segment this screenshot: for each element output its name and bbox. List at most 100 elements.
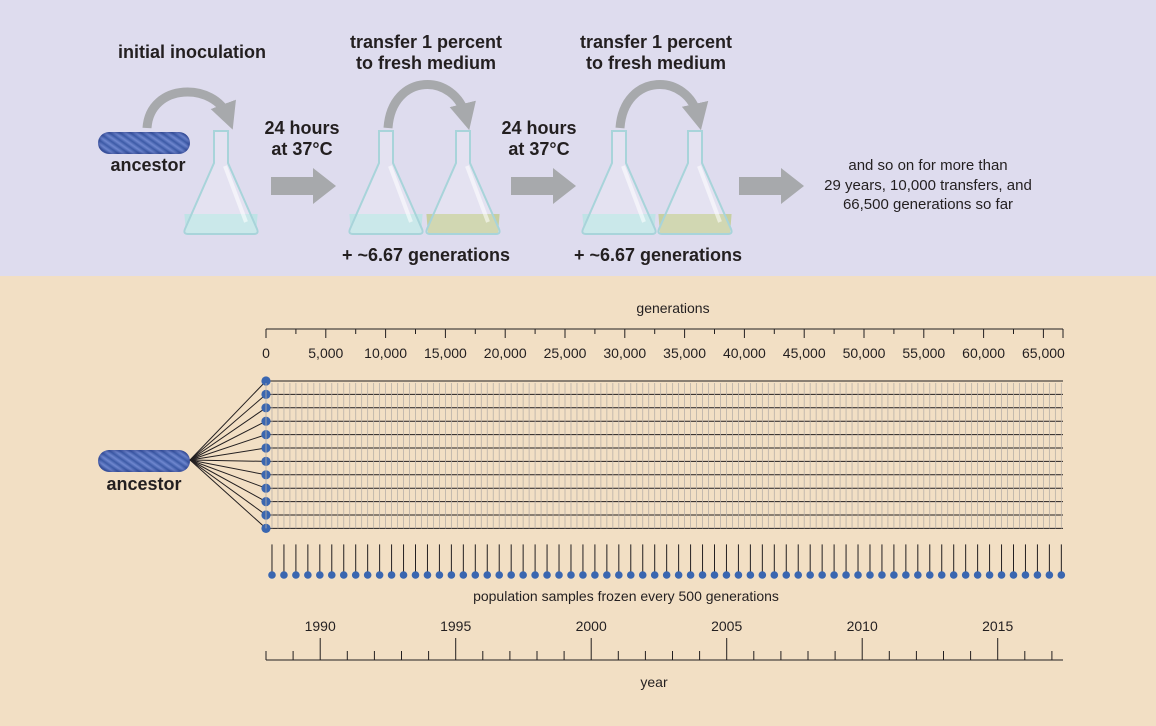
flask-3 (425, 130, 501, 235)
frozen-sample-dot (471, 571, 480, 579)
generation-tick-label: 65,000 (1022, 345, 1065, 361)
frozen-sample-dot (830, 571, 838, 579)
generation-tick-label: 55,000 (902, 345, 945, 361)
frozen-sample-dot (591, 571, 599, 579)
population-start-dot (261, 376, 271, 386)
frozen-sample-dot (316, 571, 324, 579)
frozen-sample-dot (292, 571, 300, 579)
frozen-sample-dot (1021, 571, 1030, 579)
frozen-sample-dot (327, 571, 336, 579)
samples-caption: population samples frozen every 500 gene… (473, 588, 779, 604)
generation-tick-label: 5,000 (308, 345, 343, 361)
timeline-panel (0, 276, 1156, 726)
year-tick-label: 2015 (982, 618, 1013, 634)
frozen-sample-dot (925, 571, 934, 579)
frozen-sample-dot (363, 571, 372, 579)
frozen-sample-dot (890, 571, 898, 579)
transfer-label-2-line2: to fresh medium (585, 53, 727, 73)
frozen-sample-dot (615, 571, 623, 579)
frozen-sample-dot (686, 571, 695, 579)
year-tick-label: 1990 (305, 618, 336, 634)
ancestor-branch-line (189, 420, 267, 461)
generation-tick-label: 50,000 (843, 345, 886, 361)
year-tick-label: 2005 (711, 618, 742, 634)
frozen-sample-dot (818, 571, 826, 579)
block-arrow-3 (739, 168, 804, 204)
ancestor-bacterium-image-timeline (98, 450, 190, 472)
population-lines (189, 376, 1063, 534)
transfer-label-1-line2: to fresh medium (355, 53, 497, 73)
frozen-sample-dot (519, 571, 527, 579)
year-axis-title: year (640, 674, 668, 690)
frozen-sample-dot (674, 571, 683, 579)
frozen-sample-dot (973, 571, 982, 579)
year-tick-label: 2010 (847, 618, 878, 634)
frozen-sample-dot (447, 571, 456, 579)
frozen-sample-dot (985, 571, 994, 579)
curved-arrow-inoculation (142, 87, 236, 130)
generation-tick-label: 60,000 (962, 345, 1005, 361)
frozen-sample-dot (937, 571, 946, 579)
frozen-sample-dot (698, 571, 707, 579)
frozen-sample-dot (351, 571, 360, 579)
ancestor-branch-line (189, 459, 267, 516)
transfer-label-1-line1: transfer 1 percent (349, 32, 503, 52)
generations-axis: 0 5,000 10,000 15,000 20,000 25,000 30,000 35,0… (262, 328, 1065, 361)
summary-line-3: 66,500 generations so far (842, 196, 1014, 213)
generations-gain-label-2: + ~6.67 generations (573, 245, 743, 265)
summary-line-1: and so on for more than (848, 157, 1008, 174)
frozen-sample-dot (435, 571, 444, 579)
frozen-sample-dot (842, 571, 850, 579)
initial-inoculation-label: initial inoculation (118, 42, 266, 62)
frozen-sample-dot (710, 571, 719, 579)
incubation-label-1-line2: at 37°C (271, 139, 333, 159)
frozen-sample-dot (411, 571, 420, 579)
year-tick-label: 2000 (576, 618, 607, 634)
block-arrow-1 (271, 168, 336, 204)
frozen-sample-dot (268, 571, 276, 579)
frozen-sample-dot (531, 571, 539, 579)
frozen-sample-dot (1045, 571, 1054, 579)
frozen-sample-dot (1033, 571, 1042, 579)
ancestor-branch-line (189, 407, 267, 461)
frozen-sample-dot (806, 571, 814, 579)
frozen-sample-dot (280, 571, 288, 579)
flask-1 (183, 130, 259, 235)
frozen-sample-dot (507, 571, 515, 579)
frozen-sample-dot (758, 571, 767, 579)
frozen-sample-dot (1057, 571, 1066, 579)
generation-tick-label: 45,000 (783, 345, 826, 361)
frozen-sample-dot (734, 571, 743, 579)
frozen-sample-dot (794, 571, 803, 579)
block-arrow-2 (511, 168, 576, 204)
ancestor-branch-line (189, 380, 267, 461)
generation-tick-label: 10,000 (364, 345, 407, 361)
frozen-sample-dot (866, 571, 874, 579)
frozen-sample-dot (459, 571, 468, 579)
frozen-sample-dot (854, 571, 862, 579)
year-axis: 1990 1995 2000 2005 2010 2015 (265, 618, 1063, 661)
frozen-sample-dot (638, 571, 647, 579)
frozen-sample-dot (949, 571, 958, 579)
incubation-label-1-line1: 24 hours (264, 118, 340, 138)
frozen-sample-dot (961, 571, 970, 579)
frozen-sample-dot (650, 571, 659, 579)
flask-5 (657, 130, 733, 235)
frozen-sample-dot (1009, 571, 1018, 579)
frozen-sample-dot (626, 571, 635, 579)
ancestor-branch-line (189, 459, 267, 489)
incubation-label-2-line2: at 37°C (508, 139, 570, 159)
incubation-label-2-line1: 24 hours (501, 118, 577, 138)
frozen-sample-dot (339, 571, 348, 579)
frozen-sample-dot (902, 571, 910, 579)
frozen-sample-dot (662, 571, 671, 579)
frozen-sample-dot (579, 571, 587, 579)
frozen-sample-dot (399, 571, 408, 579)
generation-tick-label: 30,000 (603, 345, 646, 361)
frozen-sample-dot (387, 571, 396, 579)
generation-tick-label: 35,000 (663, 345, 706, 361)
ancestor-branch-line (189, 394, 267, 461)
frozen-sample-dot (782, 571, 791, 579)
